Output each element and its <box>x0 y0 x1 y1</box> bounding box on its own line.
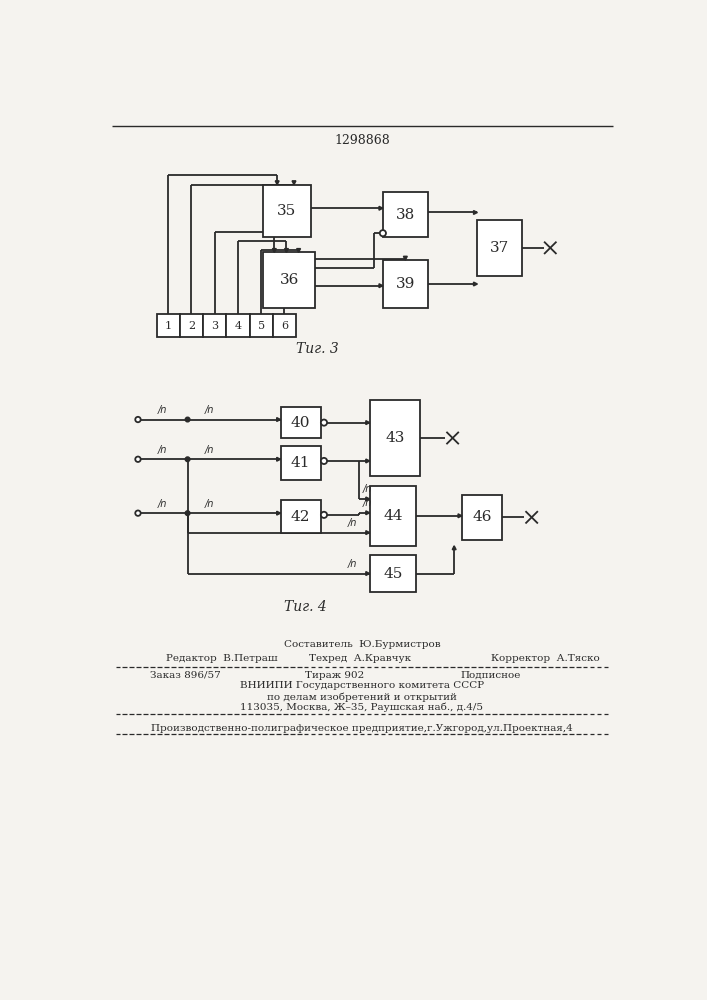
Text: 5: 5 <box>257 321 264 331</box>
Text: Составитель  Ю.Бурмистров: Составитель Ю.Бурмистров <box>284 640 440 649</box>
Text: 1: 1 <box>165 321 172 331</box>
Text: Заказ 896/57: Заказ 896/57 <box>151 671 221 680</box>
Text: 46: 46 <box>472 510 492 524</box>
Circle shape <box>321 420 327 426</box>
Text: Производственно-полиграфическое предприятие,г.Ужгород,ул.Проектная,4: Производственно-полиграфическое предприя… <box>151 724 573 733</box>
Polygon shape <box>366 497 370 501</box>
Polygon shape <box>366 511 370 515</box>
Text: /n: /n <box>348 559 357 569</box>
Bar <box>263 252 315 308</box>
Polygon shape <box>474 282 477 286</box>
Text: 43: 43 <box>385 431 404 445</box>
Circle shape <box>135 417 141 422</box>
Circle shape <box>185 457 190 462</box>
Polygon shape <box>292 181 296 185</box>
Text: 6: 6 <box>281 321 288 331</box>
Bar <box>462 495 502 540</box>
Bar <box>281 407 321 438</box>
Polygon shape <box>276 418 281 421</box>
Text: 39: 39 <box>396 277 415 291</box>
Polygon shape <box>458 514 462 518</box>
Text: ВНИИПИ Государственного комитета СССР: ВНИИПИ Государственного комитета СССР <box>240 681 484 690</box>
Bar <box>383 192 428 237</box>
Circle shape <box>321 512 327 518</box>
Text: /n: /n <box>363 484 372 494</box>
Text: Редактор  В.Петраш: Редактор В.Петраш <box>166 654 278 663</box>
Text: 36: 36 <box>279 273 299 287</box>
Bar <box>383 260 428 308</box>
Circle shape <box>380 230 386 236</box>
Text: Корректор  А.Тяско: Корректор А.Тяско <box>491 654 600 663</box>
Text: 35: 35 <box>277 204 296 218</box>
Text: 4: 4 <box>235 321 242 331</box>
Bar <box>273 314 296 337</box>
Text: /n: /n <box>158 499 167 509</box>
Text: /n: /n <box>158 445 167 455</box>
Circle shape <box>135 510 141 516</box>
Polygon shape <box>379 206 383 210</box>
Text: 113035, Москва, Ж–35, Раушская наб., д.4/5: 113035, Москва, Ж–35, Раушская наб., д.4… <box>240 703 484 712</box>
Polygon shape <box>366 572 370 575</box>
Text: 2: 2 <box>188 321 195 331</box>
Text: Тираж 902: Тираж 902 <box>305 671 365 680</box>
Polygon shape <box>276 457 281 461</box>
Bar <box>370 400 420 476</box>
Polygon shape <box>452 546 456 550</box>
Text: /n: /n <box>363 498 372 508</box>
Polygon shape <box>366 531 370 535</box>
Circle shape <box>185 511 190 515</box>
Polygon shape <box>366 459 370 463</box>
Text: 38: 38 <box>396 208 415 222</box>
Text: 44: 44 <box>383 509 403 523</box>
Text: /n: /n <box>158 405 167 415</box>
Text: по делам изобретений и открытий: по делам изобретений и открытий <box>267 692 457 702</box>
Text: 42: 42 <box>291 510 310 524</box>
Text: /n: /n <box>204 499 214 509</box>
Text: /n: /n <box>348 518 357 528</box>
Text: Техред  А.Кравчук: Техред А.Кравчук <box>309 654 411 663</box>
Bar <box>370 486 416 546</box>
Bar <box>370 555 416 592</box>
Text: /n: /n <box>204 405 214 415</box>
Text: 37: 37 <box>490 241 510 255</box>
Circle shape <box>185 417 190 422</box>
Text: 1298868: 1298868 <box>334 134 390 147</box>
Text: Τиг. 3: Τиг. 3 <box>296 342 339 356</box>
Text: 40: 40 <box>291 416 310 430</box>
Bar <box>203 314 226 337</box>
Text: /n: /n <box>204 445 214 455</box>
Text: Подписное: Подписное <box>460 671 521 680</box>
Polygon shape <box>474 211 477 214</box>
Bar <box>250 314 273 337</box>
Polygon shape <box>275 181 279 185</box>
Bar <box>156 314 180 337</box>
Bar <box>180 314 203 337</box>
Bar <box>263 185 311 237</box>
Text: Τиг. 4: Τиг. 4 <box>284 600 327 614</box>
Polygon shape <box>366 421 370 425</box>
Polygon shape <box>404 256 407 260</box>
Polygon shape <box>272 249 276 252</box>
Text: 41: 41 <box>291 456 310 470</box>
Bar <box>477 220 522 276</box>
Bar <box>226 314 250 337</box>
Bar <box>281 500 321 533</box>
Text: 45: 45 <box>383 567 403 581</box>
Bar <box>281 446 321 480</box>
Circle shape <box>135 457 141 462</box>
Polygon shape <box>276 511 281 515</box>
Polygon shape <box>297 249 300 252</box>
Polygon shape <box>379 284 383 288</box>
Text: 3: 3 <box>211 321 218 331</box>
Polygon shape <box>284 249 288 252</box>
Circle shape <box>321 458 327 464</box>
